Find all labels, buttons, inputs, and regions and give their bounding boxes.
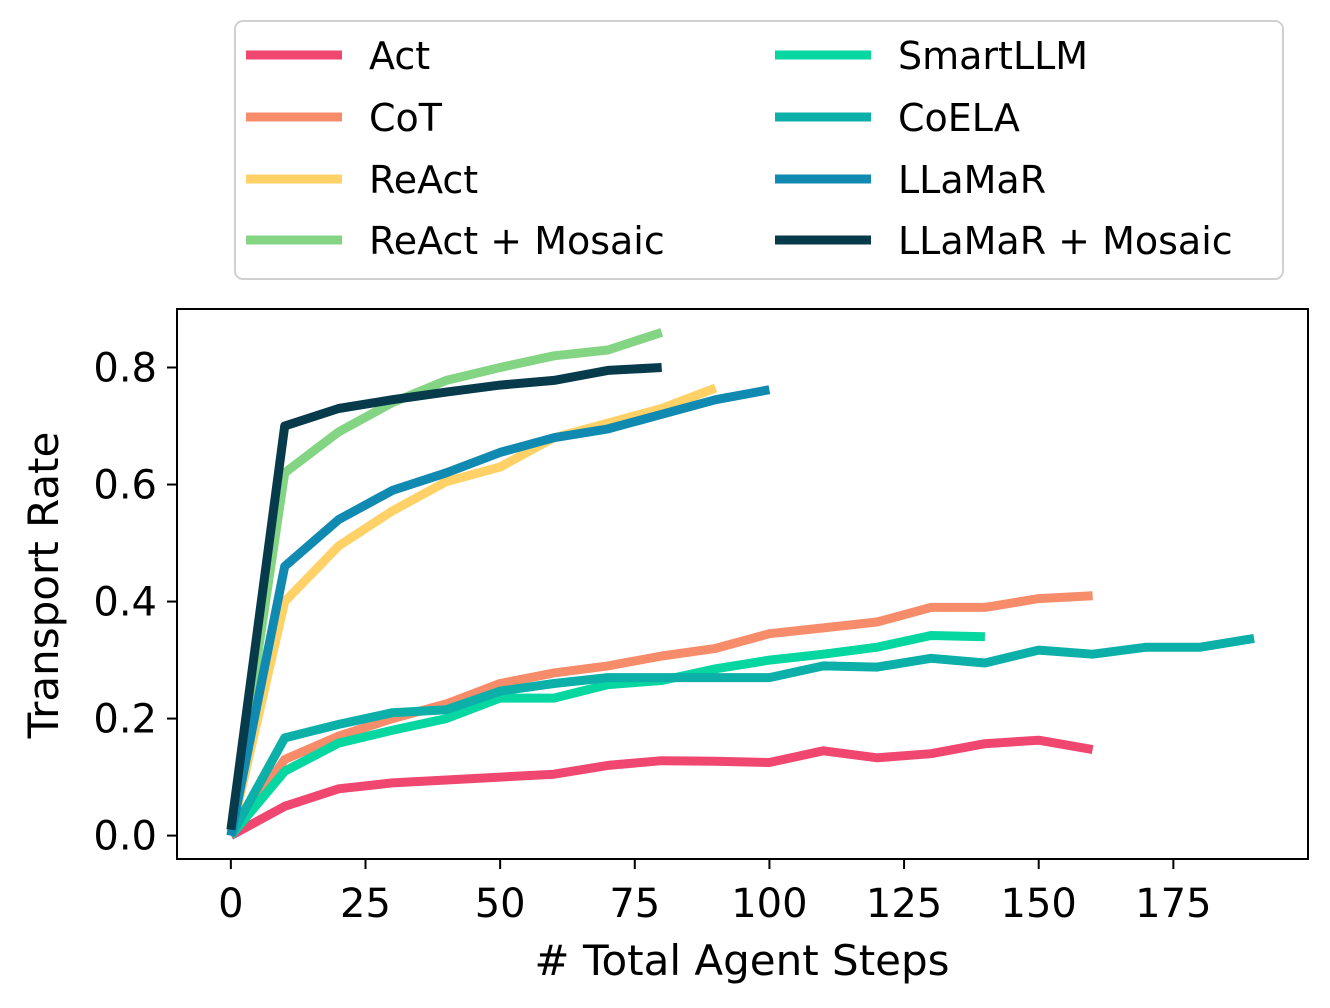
legend-label-act: Act [369, 34, 430, 78]
legend-label-llamar: LLaMaR [898, 158, 1046, 202]
y-tick-label: 0.8 [93, 346, 157, 392]
x-tick-label: 150 [1001, 881, 1077, 927]
x-tick-label: 125 [866, 881, 942, 927]
legend-label-coela: CoELA [898, 96, 1020, 140]
y-tick-label: 0.6 [93, 463, 157, 509]
y-tick-label: 0.4 [93, 580, 157, 626]
series-line-smartllm [227, 631, 986, 839]
legend-frame [234, 20, 1284, 280]
y-axis: 0.0 0.2 0.4 0.6 0.8 [93, 346, 177, 860]
plot-area: 0 25 50 75 100 125 150 175 0.0 0.2 0.4 0.6 0.8 [93, 308, 1309, 927]
legend-label-smartllm: SmartLLM [898, 34, 1088, 78]
legend-label-cot: CoT [369, 96, 443, 140]
series-line-cot [227, 591, 1093, 839]
series-line-coela [226, 633, 1255, 838]
x-tick-label: 175 [1135, 881, 1211, 927]
series-line-act [228, 735, 1094, 840]
x-tick-label: 0 [218, 881, 243, 927]
y-tick-label: 0.2 [93, 697, 157, 743]
x-tick-label: 25 [340, 881, 391, 927]
y-tick-label: 0.0 [93, 814, 157, 860]
x-tick-label: 50 [475, 881, 526, 927]
legend-label-llamar-mosaic: LLaMaR + Mosaic [898, 219, 1233, 263]
series-line-llamar [226, 385, 771, 837]
x-tick-label: 75 [609, 881, 660, 927]
plot-frame [176, 308, 1309, 860]
legend: Act CoT ReAct ReAct + Mosaic SmartLLM CoELA LL… [234, 20, 1284, 280]
x-axis: 0 25 50 75 100 125 150 175 [218, 859, 1212, 927]
x-axis-title: # Total Agent Steps [534, 936, 949, 985]
series-line-react [226, 383, 718, 837]
legend-label-react: ReAct [369, 158, 478, 202]
series-line-llamar-mosaic [226, 363, 662, 831]
y-axis-title: Transport Rate [19, 432, 68, 740]
legend-label-react-mosaic: ReAct + Mosaic [369, 219, 665, 263]
x-tick-label: 100 [731, 881, 807, 927]
series-line-react-mosaic [226, 328, 664, 837]
